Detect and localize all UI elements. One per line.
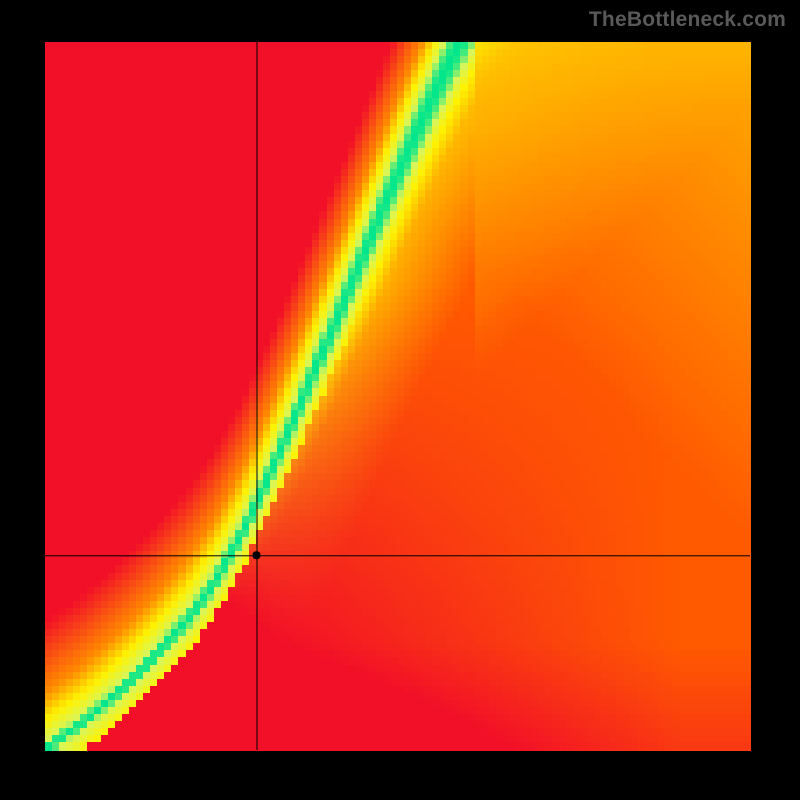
bottleneck-heatmap bbox=[0, 0, 800, 800]
watermark-text: TheBottleneck.com bbox=[589, 8, 786, 32]
